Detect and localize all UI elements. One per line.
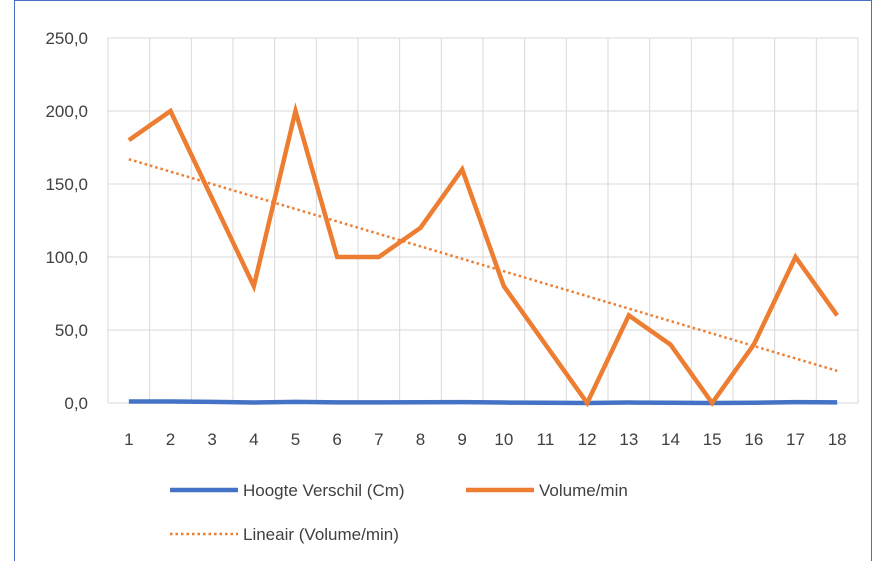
x-tick-label: 4 xyxy=(249,430,258,449)
y-tick-label: 200,0 xyxy=(45,102,88,121)
x-tick-label: 9 xyxy=(457,430,466,449)
gridlines xyxy=(107,37,859,404)
legend-item-hoogte: Hoogte Verschil (Cm) xyxy=(170,481,405,500)
x-tick-label: 5 xyxy=(291,430,300,449)
x-tick-label: 7 xyxy=(374,430,383,449)
x-tick-label: 1 xyxy=(124,430,133,449)
series-line-hoogte xyxy=(128,399,838,406)
x-tick-label: 17 xyxy=(786,430,805,449)
legend-item-volume: Volume/min xyxy=(466,481,628,500)
series-lines xyxy=(127,102,839,408)
legend-label-hoogte: Hoogte Verschil (Cm) xyxy=(243,481,405,500)
x-tick-label: 16 xyxy=(744,430,763,449)
x-tick-label: 13 xyxy=(619,430,638,449)
legend-label-trendline: Lineair (Volume/min) xyxy=(243,525,399,544)
x-tick-label: 8 xyxy=(416,430,425,449)
x-tick-label: 14 xyxy=(661,430,680,449)
x-tick-label: 12 xyxy=(578,430,597,449)
x-axis-ticks: 1 2 3 4 5 6 7 8 9 10 11 12 13 14 15 16 17 18 xyxy=(124,430,847,449)
y-axis-ticks: 0,0 50,0 100,0 150,0 200,0 250,0 xyxy=(45,29,88,413)
x-tick-label: 3 xyxy=(207,430,216,449)
chart-frame xyxy=(14,0,872,561)
y-tick-label: 250,0 xyxy=(45,29,88,48)
y-tick-label: 150,0 xyxy=(45,175,88,194)
y-tick-label: 50,0 xyxy=(55,321,88,340)
y-tick-label: 0,0 xyxy=(64,394,88,413)
x-tick-label: 2 xyxy=(166,430,175,449)
x-tick-label: 18 xyxy=(828,430,847,449)
x-tick-label: 10 xyxy=(494,430,513,449)
legend-item-trendline: Lineair (Volume/min) xyxy=(170,525,399,544)
legend: Hoogte Verschil (Cm) Volume/min Lineair … xyxy=(170,481,628,544)
x-tick-label: 6 xyxy=(332,430,341,449)
x-tick-label: 11 xyxy=(537,430,555,449)
legend-label-volume: Volume/min xyxy=(539,481,628,500)
y-tick-label: 100,0 xyxy=(45,248,88,267)
series-line-volume xyxy=(127,102,839,408)
trendline-volume xyxy=(128,157,838,373)
x-tick-label: 15 xyxy=(703,430,722,449)
